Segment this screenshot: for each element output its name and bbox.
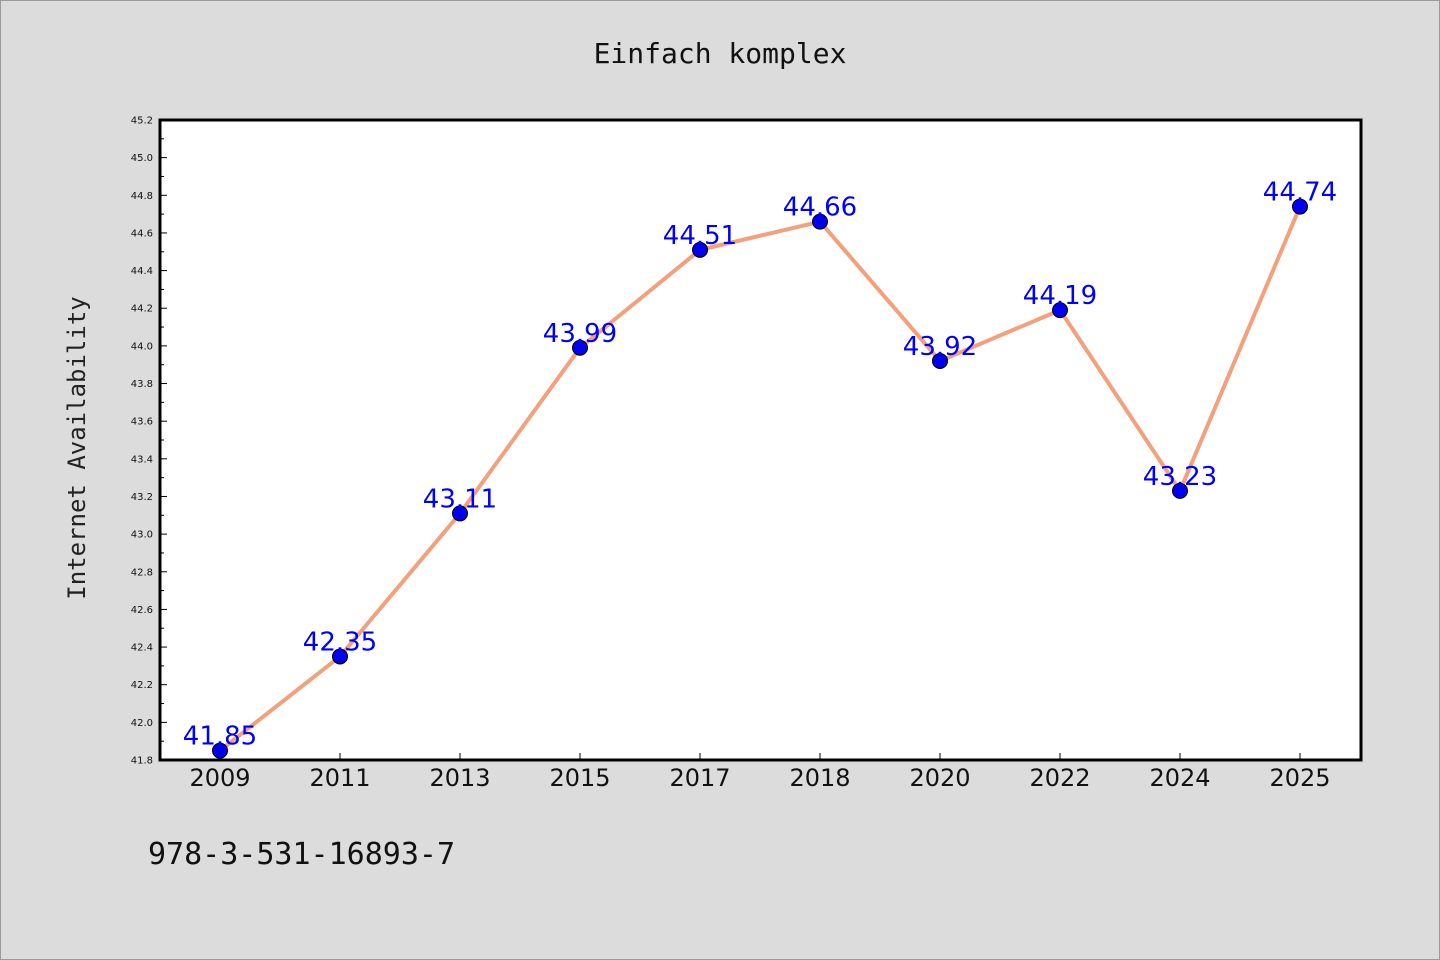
- x-tick-label-2: 2013: [429, 764, 490, 792]
- x-tick-label-0: 2009: [189, 764, 250, 792]
- x-tick-label-3: 2015: [549, 764, 610, 792]
- y-axis-label: Internet Availability: [63, 296, 91, 599]
- y-tick-label-15: 44.8: [131, 191, 153, 202]
- footer-isbn: 978-3-531-16893-7: [148, 837, 455, 872]
- x-tick-label-5: 2018: [789, 764, 850, 792]
- y-tick-label-7: 43.2: [131, 492, 153, 503]
- y-tick-label-3: 42.4: [131, 643, 153, 654]
- data-point-1: [332, 648, 348, 665]
- y-tick-label-17: 45.2: [131, 116, 153, 127]
- data-label-1: 42.35: [303, 627, 377, 657]
- y-tick-label-16: 45.0: [131, 153, 153, 164]
- y-tick-label-1: 42.0: [131, 718, 153, 729]
- chart-title: Einfach komplex: [594, 37, 847, 70]
- x-tick-label-9: 2025: [1269, 764, 1330, 792]
- data-point-6: [932, 352, 948, 369]
- data-point-2: [452, 505, 468, 522]
- data-point-8: [1172, 482, 1188, 499]
- data-point-4: [692, 241, 708, 258]
- data-label-3: 43.99: [543, 319, 617, 349]
- data-point-7: [1052, 302, 1068, 319]
- y-tick-label-8: 43.4: [131, 454, 153, 465]
- x-tick-label-4: 2017: [669, 764, 730, 792]
- data-label-0: 41.85: [183, 722, 257, 752]
- data-label-7: 44.19: [1023, 281, 1097, 311]
- series-line-0: [218, 204, 1302, 753]
- y-tick-label-4: 42.6: [131, 605, 153, 616]
- data-point-5: [812, 213, 828, 230]
- y-tick-label-13: 44.4: [131, 266, 153, 277]
- y-tick-label-0: 41.8: [131, 756, 153, 767]
- data-label-6: 43.92: [903, 332, 977, 362]
- y-axis: 41.8 42.0 42.2 42.4 42.6 42.8 43.0 43.2 43.4 43.6…: [131, 116, 167, 767]
- y-tick-label-14: 44.6: [131, 228, 153, 239]
- data-label-5: 44.66: [783, 193, 857, 223]
- data-label-8: 43.23: [1143, 462, 1217, 492]
- data-label-9: 44.74: [1263, 178, 1337, 208]
- y-tick-label-10: 43.8: [131, 379, 153, 390]
- y-tick-label-9: 43.6: [131, 417, 153, 428]
- y-tick-label-5: 42.8: [131, 567, 153, 578]
- y-tick-label-2: 42.2: [131, 680, 153, 691]
- data-label-4: 44.51: [663, 221, 737, 251]
- data-label-2: 43.11: [423, 484, 497, 514]
- plot-border: [158, 118, 1363, 762]
- x-tick-label-7: 2022: [1029, 764, 1090, 792]
- x-axis: 2009 2011 2013 2015 2017 2018 2020 2022 2024 2025: [189, 753, 1331, 792]
- y-tick-label-6: 43.0: [131, 530, 153, 541]
- y-tick-label-11: 44.0: [131, 341, 153, 352]
- series-layer: 41.85 42.35 43.11 43.99 44.51 44.66 43.92 44.19…: [183, 178, 1337, 759]
- y-tick-label-12: 44.2: [131, 304, 153, 315]
- x-tick-label-8: 2024: [1149, 764, 1210, 792]
- data-point-0: [212, 742, 228, 759]
- x-tick-label-1: 2011: [309, 764, 370, 792]
- data-point-3: [572, 339, 588, 356]
- plot-area: [160, 120, 1361, 760]
- x-tick-label-6: 2020: [909, 764, 970, 792]
- data-point-9: [1292, 198, 1308, 215]
